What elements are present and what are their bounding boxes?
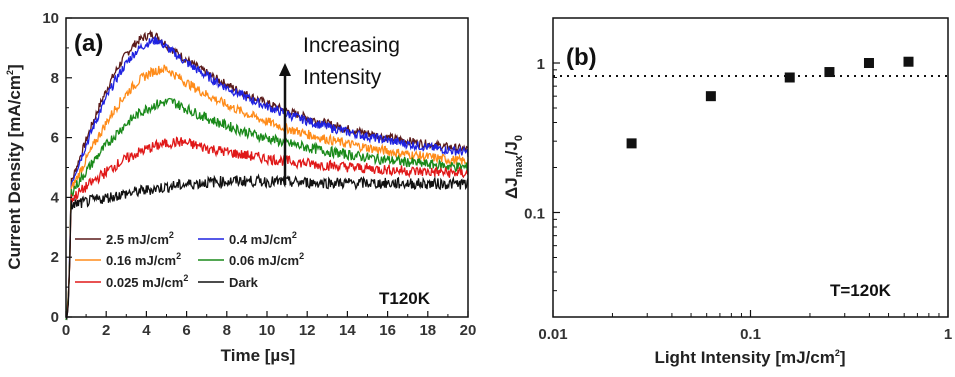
increasing-arrow-head (279, 63, 291, 76)
series-line (65, 36, 469, 316)
a-ytick-label: 8 (51, 70, 59, 87)
panel-b-corner-label: T=120K (830, 281, 892, 300)
data-point (705, 91, 716, 102)
legend-entry: Dark (229, 275, 259, 290)
panel-a-xlabel: Time [µs] (221, 346, 296, 365)
a-ytick-label: 10 (42, 10, 59, 27)
data-point (824, 67, 835, 78)
a-xtick-label: 12 (299, 322, 316, 339)
annotation-increasing: Increasing (303, 34, 400, 57)
b-xtick-label: 0.01 (538, 326, 567, 343)
data-point (784, 72, 795, 83)
series-line (65, 136, 469, 319)
a-xtick-label: 2 (102, 322, 110, 339)
data-point (863, 58, 874, 69)
a-xtick-label: 0 (62, 322, 70, 339)
a-xtick-label: 4 (142, 322, 151, 339)
panel-b-xlabel: Light Intensity [mJ/cm2] (654, 348, 845, 367)
panel-b-points (626, 56, 914, 149)
series-line (65, 173, 469, 321)
b-xtick-label: 0.1 (740, 326, 761, 343)
b-xtick-label: 1 (944, 326, 952, 343)
series-line (65, 64, 469, 317)
data-point (903, 56, 914, 67)
b-ytick-label: 0.1 (524, 206, 545, 223)
panel-b-ticks: 0.01 0.1 1 0.1 1 (524, 17, 952, 343)
a-ytick-label: 4 (51, 189, 60, 206)
panel-a-legend: 2.5 mJ/cm2 0.4 mJ/cm2 0.16 mJ/cm2 0.06 mJ/c… (75, 230, 304, 290)
series-line (65, 97, 469, 321)
legend-entry: 0.025 mJ/cm2 (106, 273, 188, 290)
panel-b-ylabel: ΔJmax/J0 (502, 135, 525, 199)
annotation-intensity: Intensity (303, 66, 382, 89)
panel-b-label: (b) (566, 44, 597, 71)
a-xtick-label: 6 (182, 322, 190, 339)
legend-entry: 0.16 mJ/cm2 (106, 251, 181, 268)
a-xtick-label: 10 (259, 322, 276, 339)
a-xtick-label: 8 (223, 322, 231, 339)
b-ytick-label: 1 (537, 56, 545, 73)
legend-entry: 2.5 mJ/cm2 (106, 230, 174, 247)
legend-entry: 0.06 mJ/cm2 (229, 251, 304, 268)
panel-a-series-group (65, 29, 469, 321)
panel-a-ticks: 0 2 4 6 8 10 12 14 16 18 20 0 2 4 6 8 10 (42, 10, 476, 339)
a-ytick-label: 2 (51, 249, 59, 266)
panel-a-corner-label: T120K (379, 289, 431, 308)
a-ytick-label: 6 (51, 130, 59, 147)
a-xtick-label: 16 (379, 322, 396, 339)
panel-b-frame (552, 17, 949, 318)
a-ytick-label: 0 (51, 309, 59, 326)
a-xtick-label: 18 (419, 322, 436, 339)
panel-a-ylabel: Current Density [mA/cm2] (5, 64, 24, 269)
legend-entry: 0.4 mJ/cm2 (229, 230, 297, 247)
a-xtick-label: 14 (339, 322, 356, 339)
panel-b: 0.01 0.1 1 0.1 1 (b) T=120K Light Intensity … (502, 17, 952, 367)
panel-a-label: (a) (74, 30, 103, 57)
data-point (626, 138, 637, 149)
panel-a-frame (65, 17, 469, 318)
a-xtick-label: 20 (460, 322, 477, 339)
